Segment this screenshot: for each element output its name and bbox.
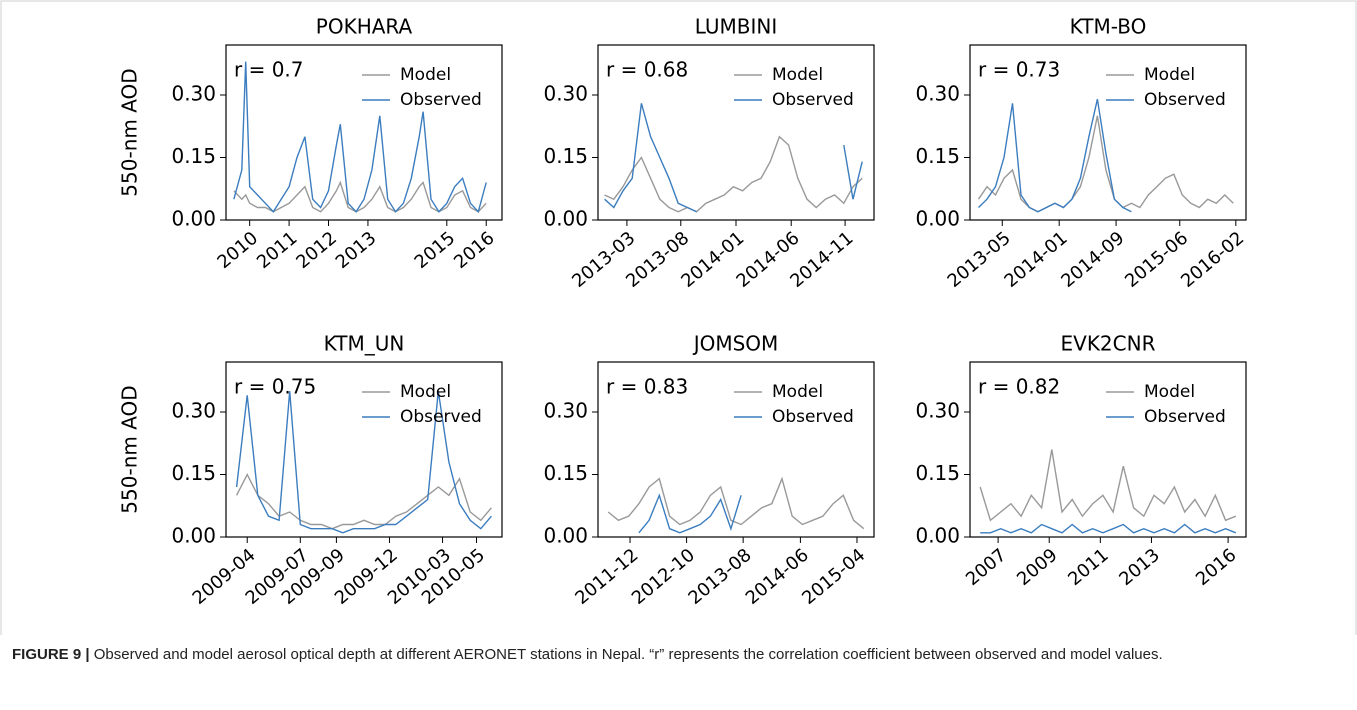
x-tick-label: 2013	[332, 228, 381, 274]
legend-label: Model	[1144, 382, 1195, 402]
plot-frame	[969, 44, 1247, 221]
y-tick-label: 0.00	[171, 524, 216, 548]
y-axis-label: 550-nm AOD	[118, 385, 142, 513]
y-tick-label: 0.15	[915, 144, 960, 168]
x-tick-label: 2014-09	[1057, 228, 1128, 292]
series-line	[977, 115, 1234, 213]
x-tick-label: 2015	[411, 228, 460, 274]
legend-label: Model	[772, 382, 823, 402]
y-tick-label: 0.00	[543, 207, 588, 231]
x-tick-label: 2012-10	[628, 545, 699, 609]
y-tick-label: 0.15	[171, 144, 216, 168]
x-tick-label: 2016-02	[1177, 228, 1248, 292]
y-tick-label: 0.15	[543, 144, 588, 168]
x-tick-label: 2014-01	[1000, 228, 1071, 292]
plot-frame	[225, 361, 503, 538]
chart-title: KTM_UN	[324, 332, 405, 356]
x-tick-label: 2009	[1013, 545, 1062, 591]
x-tick-label: 2013-05	[944, 228, 1015, 292]
series-line	[607, 476, 865, 530]
annotation: r = 0.82	[978, 375, 1060, 399]
series-line	[604, 135, 863, 213]
annotation: r = 0.75	[234, 375, 316, 399]
legend-label: Observed	[1144, 90, 1226, 110]
x-tick-label: 2013-08	[684, 545, 755, 609]
x-tick-label: 2012	[292, 228, 341, 274]
series-line	[980, 523, 1237, 534]
y-tick-label: 0.00	[915, 524, 960, 548]
legend-label: Observed	[772, 407, 854, 427]
legend-label: Model	[400, 65, 451, 85]
annotation: r = 0.83	[606, 375, 688, 399]
y-tick-label: 0.30	[171, 399, 216, 423]
series-line	[979, 449, 1237, 522]
chart-title: POKHARA	[316, 15, 413, 39]
annotation: r = 0.7	[234, 58, 304, 82]
y-tick-label: 0.00	[543, 524, 588, 548]
legend-label: Model	[772, 65, 823, 85]
y-tick-label: 0.30	[171, 82, 216, 106]
series-line	[235, 391, 492, 534]
series-line	[604, 103, 863, 213]
y-tick-label: 0.30	[915, 82, 960, 106]
y-tick-label: 0.15	[915, 461, 960, 485]
legend-label: Observed	[400, 90, 482, 110]
series-line	[233, 61, 487, 214]
x-tick-label: 2011	[253, 228, 302, 274]
y-tick-label: 0.15	[171, 461, 216, 485]
plot-frame	[597, 361, 875, 538]
plot-frame	[225, 44, 503, 221]
x-tick-label: 2010	[213, 228, 262, 274]
plot-frame	[969, 361, 1247, 538]
y-tick-label: 0.00	[171, 207, 216, 231]
series-line	[639, 495, 864, 533]
caption: FIGURE 9 | Observed and model aerosol op…	[12, 642, 1332, 667]
y-axis-label: 550-nm AOD	[118, 68, 142, 196]
x-tick-label: 2007	[962, 545, 1011, 591]
chart-title: JOMSOM	[692, 332, 779, 356]
chart-title: EVK2CNR	[1061, 332, 1156, 356]
caption-text: Observed and model aerosol optical depth…	[93, 646, 1163, 663]
annotation: r = 0.73	[978, 58, 1060, 82]
x-tick-label: 2013	[1115, 545, 1164, 591]
y-tick-label: 0.00	[915, 207, 960, 231]
legend-label: Observed	[772, 90, 854, 110]
y-tick-label: 0.30	[543, 82, 588, 106]
series-line	[235, 472, 492, 530]
x-tick-label: 2016	[450, 228, 499, 274]
series-line	[233, 180, 487, 213]
legend-label: Observed	[400, 407, 482, 427]
x-tick-label: 2014-06	[742, 545, 813, 609]
y-tick-label: 0.15	[543, 461, 588, 485]
chart-title: LUMBINI	[695, 15, 778, 39]
plot-frame	[597, 44, 875, 221]
chart-title: KTM-BO	[1070, 15, 1147, 39]
x-tick-label: 2015-04	[798, 545, 869, 609]
x-tick-label: 2011	[1064, 545, 1113, 591]
legend-label: Observed	[1144, 407, 1226, 427]
caption-label: FIGURE 9 |	[12, 646, 90, 663]
x-tick-label: 2011-12	[571, 545, 642, 609]
series-line	[978, 99, 1132, 213]
legend-label: Model	[1144, 65, 1195, 85]
x-tick-label: 2016	[1192, 545, 1241, 591]
annotation: r = 0.68	[606, 58, 688, 82]
y-tick-label: 0.30	[915, 399, 960, 423]
y-tick-label: 0.30	[543, 399, 588, 423]
legend-label: Model	[400, 382, 451, 402]
